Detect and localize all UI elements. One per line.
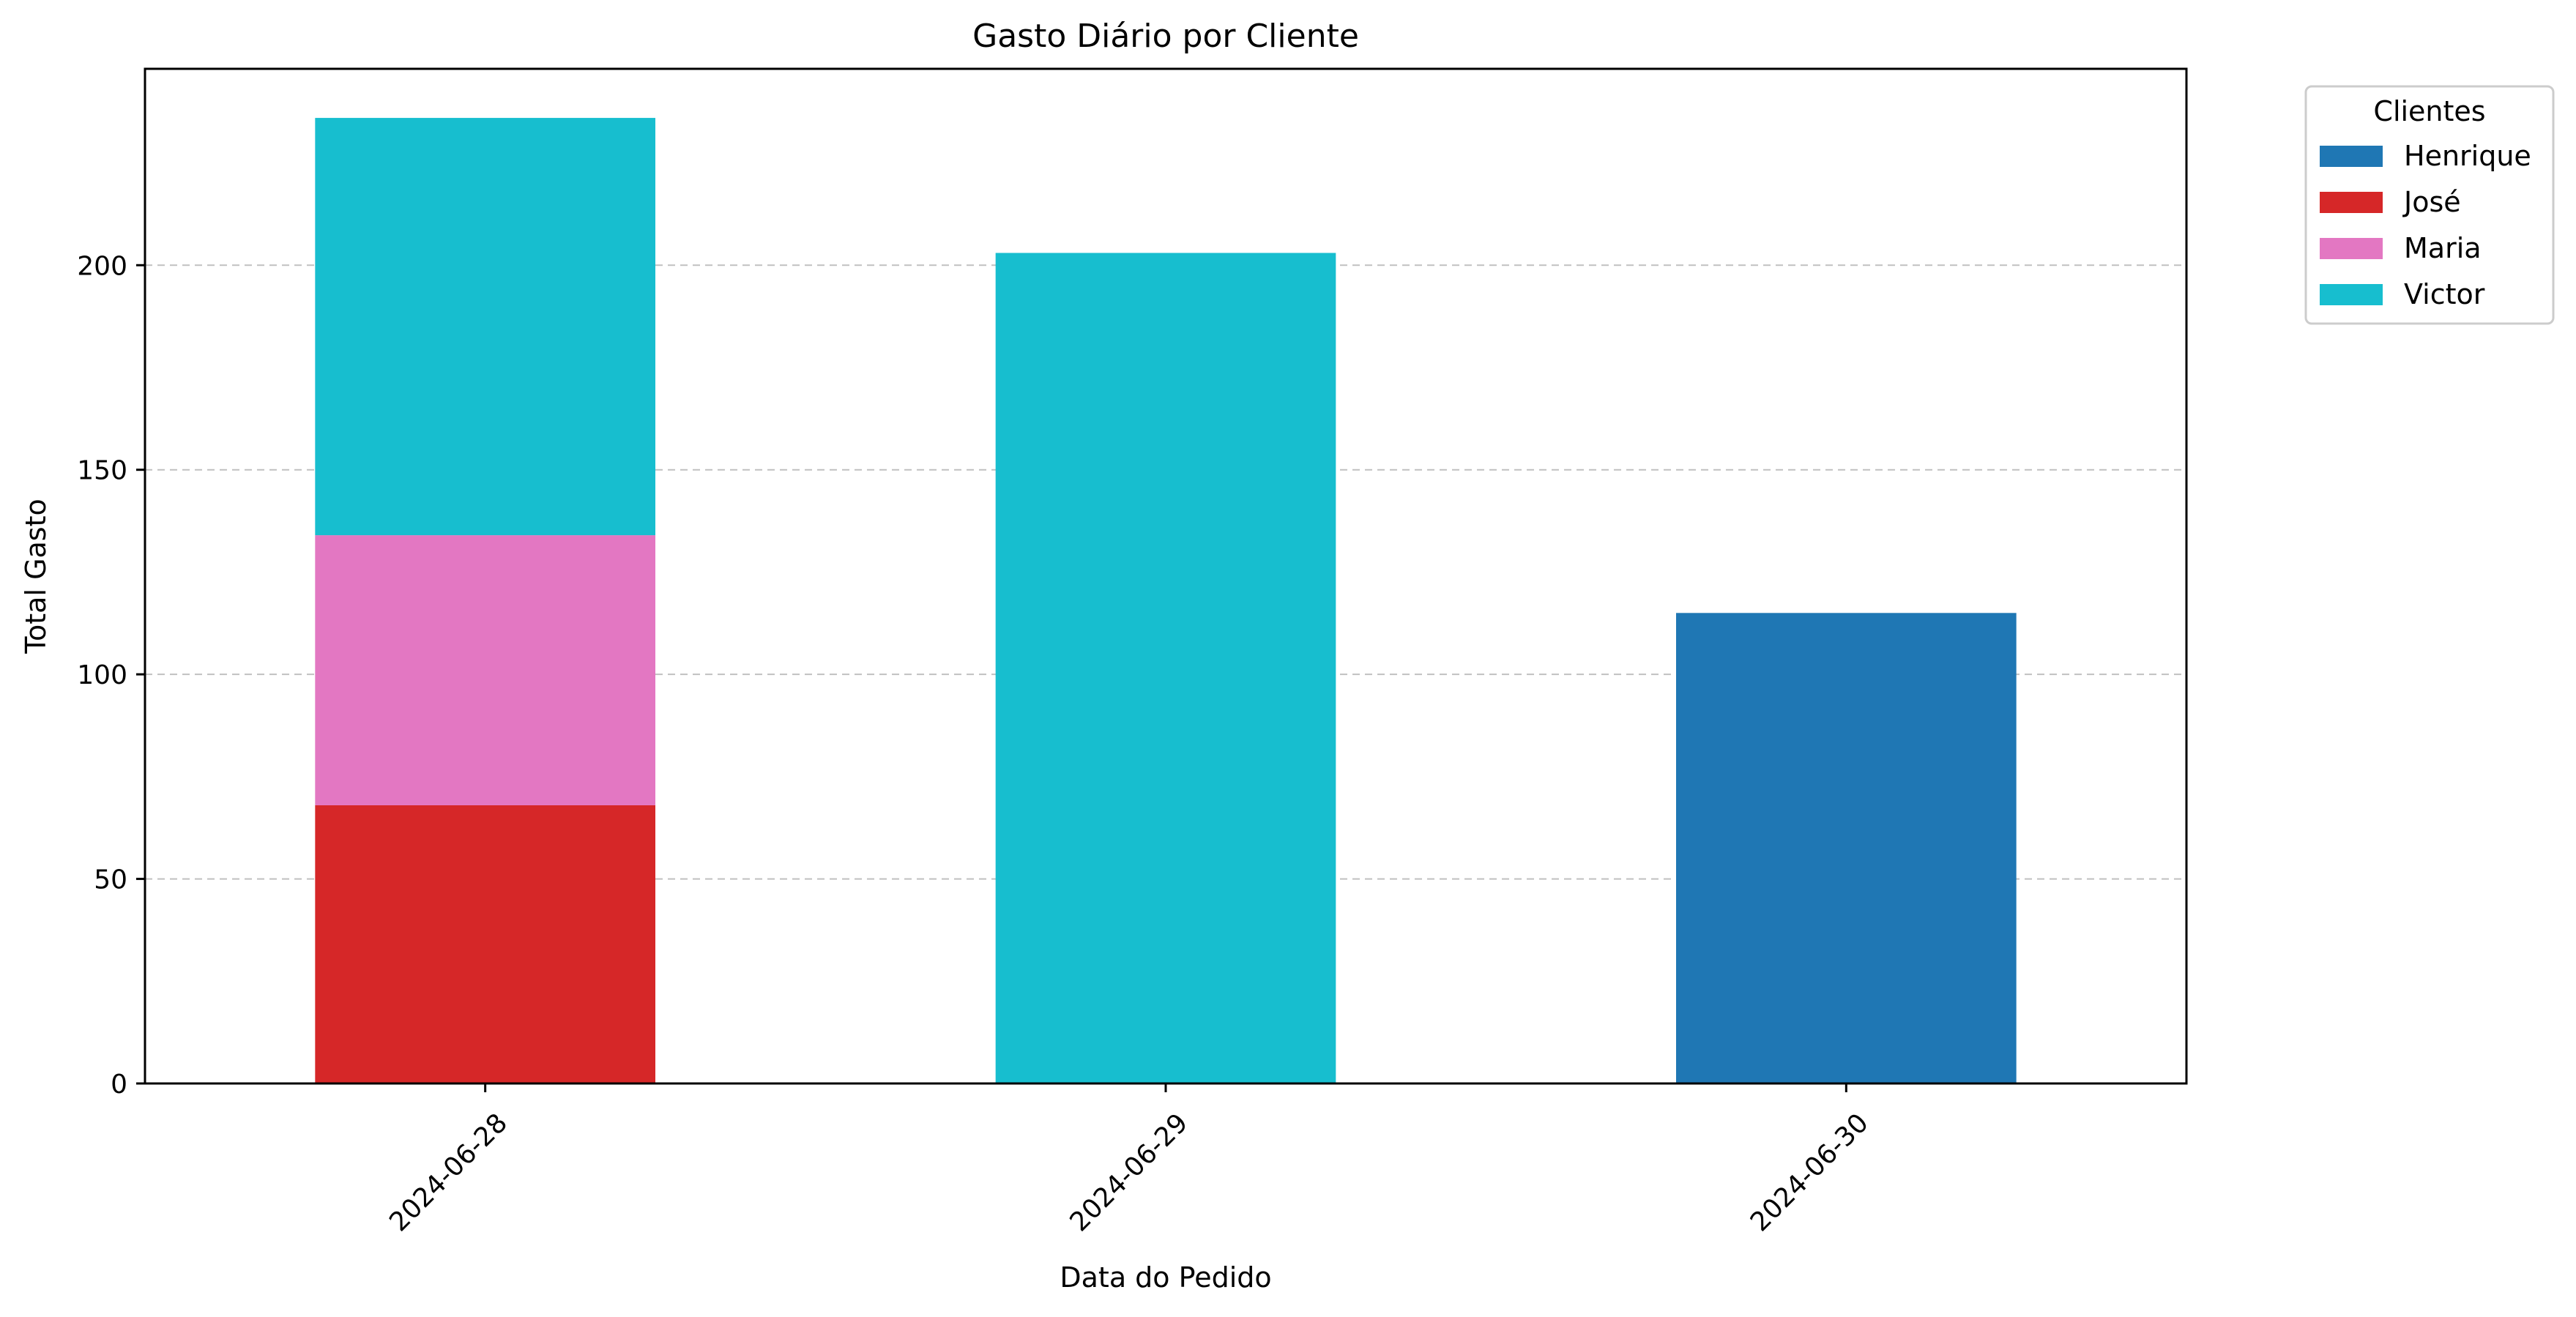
legend-swatch	[2320, 146, 2383, 167]
legend-label: José	[2402, 186, 2461, 218]
bars	[315, 118, 2017, 1083]
bar-victor-2024-06-29	[995, 253, 1336, 1083]
legend-swatch	[2320, 284, 2383, 305]
y-tick-label: 200	[77, 251, 127, 281]
legend-label: Victor	[2404, 278, 2485, 310]
y-tick-label: 100	[77, 660, 127, 690]
x-tick-label: 2024-06-29	[1065, 1108, 1194, 1237]
legend-swatch	[2320, 238, 2383, 259]
bar-maria-2024-06-28	[315, 535, 655, 805]
y-tick-label: 150	[77, 456, 127, 486]
y-tick-label: 0	[111, 1070, 127, 1100]
x-axis: 2024-06-28 2024-06-29 2024-06-30	[384, 1083, 1875, 1237]
x-axis-label: Data do Pedido	[1060, 1261, 1271, 1294]
legend-title: Clientes	[2373, 95, 2485, 127]
y-axis: 0 50 100 150 200	[77, 251, 145, 1100]
y-tick-label: 50	[94, 865, 127, 895]
legend-swatch	[2320, 192, 2383, 213]
legend-items: Henrique José Maria Victor	[2320, 140, 2531, 310]
x-tick-label: 2024-06-28	[384, 1108, 513, 1237]
x-tick-label: 2024-06-30	[1745, 1108, 1875, 1237]
bar-jos--2024-06-28	[315, 805, 655, 1083]
y-axis-label: Total Gasto	[20, 499, 52, 654]
legend-label: Henrique	[2404, 140, 2531, 172]
legend-label: Maria	[2404, 232, 2482, 264]
bar-henrique-2024-06-30	[1676, 613, 2017, 1083]
bar-victor-2024-06-28	[315, 118, 655, 536]
chart-title: Gasto Diário por Cliente	[972, 18, 1359, 55]
legend: Clientes Henrique José Maria Victor	[2304, 85, 2555, 325]
